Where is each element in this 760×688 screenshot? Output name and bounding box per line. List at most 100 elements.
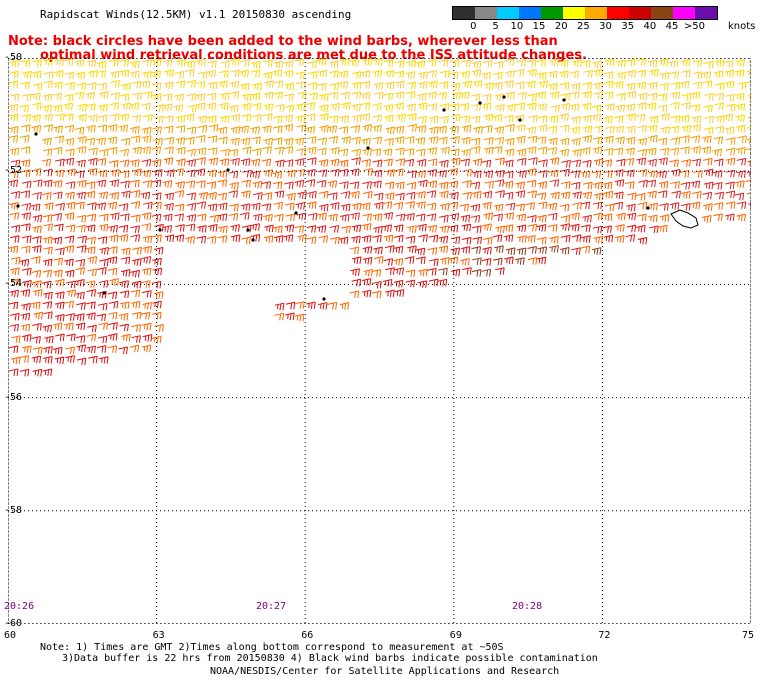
wind-barb	[439, 214, 449, 223]
wind-barb	[338, 70, 349, 79]
wind-barb	[98, 148, 109, 157]
wind-barb	[142, 91, 153, 99]
wind-barb	[32, 82, 43, 91]
wind-barb	[394, 136, 405, 144]
wind-barb	[152, 201, 162, 210]
legend-tick-label: 5	[492, 21, 499, 32]
wind-barb	[427, 91, 437, 100]
legend-tick-label: 35	[621, 21, 635, 32]
wind-barb	[418, 268, 428, 277]
wind-barb	[218, 80, 228, 88]
wind-barb	[657, 93, 668, 101]
wind-barb	[97, 82, 108, 91]
wind-barb	[44, 202, 54, 210]
wind-barb	[86, 59, 97, 68]
legend-tick-label: >50	[683, 21, 705, 32]
wind-barb	[141, 322, 152, 331]
wind-barb	[250, 69, 261, 78]
wind-barb	[54, 58, 65, 67]
wind-barb	[186, 148, 197, 157]
wind-barb	[217, 192, 228, 201]
wind-barb	[308, 71, 318, 79]
wind-barb	[637, 92, 648, 101]
wind-barb	[230, 69, 240, 78]
wind-barb	[42, 192, 52, 200]
wind-barb	[142, 59, 152, 67]
wind-barb	[371, 148, 382, 156]
wind-barb	[372, 69, 383, 78]
wind-barb	[429, 126, 439, 134]
wind-barb	[30, 301, 41, 310]
wind-barb	[141, 169, 152, 178]
wind-barb-map	[8, 58, 751, 624]
wind-barb	[439, 203, 450, 211]
wind-barb	[241, 179, 251, 188]
wind-barb	[384, 138, 394, 146]
wind-barb	[130, 300, 141, 309]
wind-barb	[272, 170, 283, 179]
wind-barb	[9, 59, 20, 68]
wind-barb	[481, 268, 492, 277]
wind-barb	[372, 169, 383, 178]
wind-barb	[361, 235, 372, 243]
wind-barb	[504, 256, 514, 265]
wind-barb	[65, 148, 75, 157]
wind-barb	[437, 125, 448, 134]
wind-barb	[660, 126, 670, 134]
wind-barb	[220, 60, 230, 69]
wind-barb	[527, 93, 538, 101]
wind-barb	[625, 169, 635, 178]
wind-barb	[65, 346, 75, 355]
wind-barb	[316, 58, 327, 66]
wind-barb	[130, 179, 140, 188]
wind-barb	[328, 135, 338, 144]
wind-barb	[657, 190, 668, 198]
wind-barb	[460, 214, 471, 223]
wind-barb	[306, 225, 317, 233]
wind-barb	[239, 69, 250, 78]
wind-barb	[395, 158, 406, 166]
wind-barb	[119, 290, 130, 298]
wind-barb	[450, 268, 461, 277]
wind-barb	[77, 103, 87, 112]
wind-barb	[305, 179, 316, 187]
wind-barb	[459, 91, 470, 100]
quality-flag-dot	[562, 98, 566, 102]
wind-barb	[349, 59, 360, 67]
wind-barb	[427, 247, 438, 255]
wind-barb	[251, 202, 261, 211]
wind-barb	[561, 159, 571, 168]
wind-barb	[417, 115, 428, 124]
wind-barb	[175, 224, 185, 232]
wind-barb	[405, 269, 416, 278]
wind-barb	[690, 135, 701, 143]
wind-barb	[21, 113, 31, 122]
wind-barb	[10, 267, 20, 275]
wind-barb	[626, 125, 636, 134]
wind-barb	[8, 345, 19, 353]
wind-barb	[185, 236, 196, 244]
wind-barb	[483, 212, 494, 220]
longitude-label: 72	[598, 630, 611, 641]
wind-barb	[703, 126, 714, 135]
wind-barb	[174, 213, 184, 221]
wind-barb	[712, 170, 723, 178]
wind-barb	[405, 213, 415, 221]
credit-line: NOAA/NESDIS/Center for Satellite Applica…	[210, 666, 560, 677]
quality-flag-dot	[16, 204, 20, 208]
wind-barb	[42, 324, 53, 333]
wind-barb	[42, 301, 53, 309]
wind-barb	[230, 58, 240, 66]
wind-barb	[470, 146, 481, 154]
wind-barb	[153, 291, 164, 299]
wind-barb	[76, 224, 86, 233]
wind-barb	[162, 103, 173, 112]
wind-barb	[350, 212, 360, 220]
wind-barb	[548, 82, 558, 91]
wind-barb	[186, 159, 197, 167]
wind-barb	[228, 104, 239, 113]
wind-barb	[175, 137, 186, 145]
wind-barb	[141, 146, 151, 155]
wind-barb	[426, 202, 437, 211]
wind-barb	[140, 191, 151, 200]
